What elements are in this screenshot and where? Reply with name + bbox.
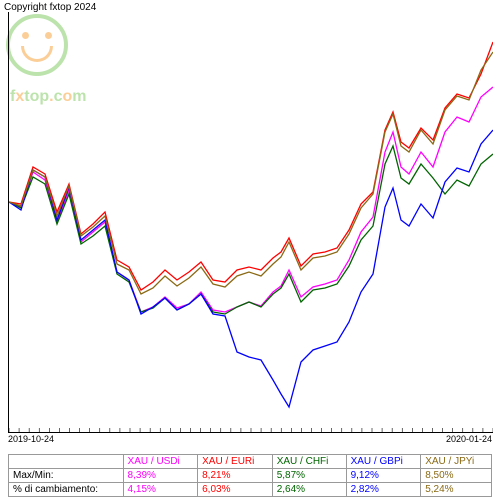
- table-row: Max/Min:8,39%8,21%5,87%9,12%8,50%: [9, 469, 492, 483]
- table-cell: 6,03%: [198, 483, 273, 497]
- series-line: [9, 130, 493, 407]
- line-chart: [8, 12, 493, 433]
- table-cell: 2,82%: [346, 483, 421, 497]
- chart-svg: [9, 12, 493, 432]
- table-header-row: XAU / USDiXAU / EURiXAU / CHFiXAU / GBPi…: [9, 455, 492, 469]
- table-header-cell: [9, 455, 124, 469]
- x-axis-start-label: 2019-10-24: [8, 434, 54, 444]
- series-line: [9, 52, 493, 294]
- table-cell: 8,50%: [421, 469, 492, 483]
- table-row-label: % di cambiamento:: [9, 483, 124, 497]
- chart-container: Copyright fxtop 2024 fxtop.com 2019-10-2…: [0, 0, 500, 500]
- table-header-cell: XAU / EURi: [198, 455, 273, 469]
- table-header-cell: XAU / CHFi: [272, 455, 346, 469]
- series-line: [9, 87, 493, 312]
- table-header-cell: XAU / GBPi: [346, 455, 421, 469]
- table-cell: 2,64%: [272, 483, 346, 497]
- table-cell: 5,24%: [421, 483, 492, 497]
- table-header-cell: XAU / JPYi: [421, 455, 492, 469]
- table-row: % di cambiamento:4,15%6,03%2,64%2,82%5,2…: [9, 483, 492, 497]
- table-cell: 8,21%: [198, 469, 273, 483]
- summary-table: XAU / USDiXAU / EURiXAU / CHFiXAU / GBPi…: [8, 454, 492, 497]
- table-row-label: Max/Min:: [9, 469, 124, 483]
- table-cell: 4,15%: [123, 483, 198, 497]
- table-header-cell: XAU / USDi: [123, 455, 198, 469]
- table-cell: 9,12%: [346, 469, 421, 483]
- table-cell: 5,87%: [272, 469, 346, 483]
- series-line: [9, 146, 493, 314]
- table-cell: 8,39%: [123, 469, 198, 483]
- x-axis-end-label: 2020-01-24: [446, 434, 492, 444]
